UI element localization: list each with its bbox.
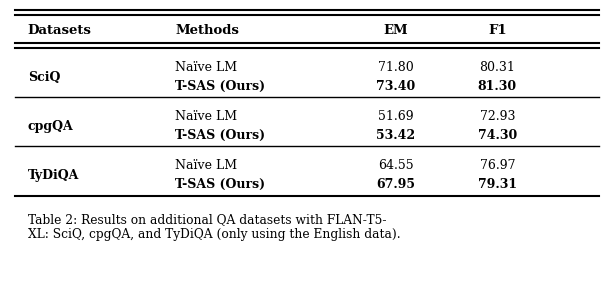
Text: T-SAS (Ours): T-SAS (Ours) (175, 178, 265, 191)
Text: Table 2: Results on additional QA datasets with FLAN-T5-
XL: SciQ, cpgQA, and Ty: Table 2: Results on additional QA datase… (28, 213, 400, 241)
Text: 64.55: 64.55 (378, 159, 414, 172)
Text: T-SAS (Ours): T-SAS (Ours) (175, 80, 265, 93)
Text: 73.40: 73.40 (376, 80, 416, 93)
Text: TyDiQA: TyDiQA (28, 169, 79, 181)
Text: 76.97: 76.97 (480, 159, 515, 172)
Text: 51.69: 51.69 (378, 110, 414, 123)
Text: EM: EM (384, 24, 408, 37)
Text: 74.30: 74.30 (478, 129, 517, 142)
Text: SciQ: SciQ (28, 71, 60, 84)
Text: Naïve LM: Naïve LM (175, 62, 237, 74)
Text: Naïve LM: Naïve LM (175, 159, 237, 172)
Text: cpgQA: cpgQA (28, 120, 74, 132)
Text: Datasets: Datasets (28, 24, 91, 37)
Text: 81.30: 81.30 (478, 80, 517, 93)
Text: 67.95: 67.95 (376, 178, 416, 191)
Text: 79.31: 79.31 (478, 178, 517, 191)
Text: 72.93: 72.93 (480, 110, 515, 123)
Text: Methods: Methods (175, 24, 239, 37)
Text: 71.80: 71.80 (378, 62, 414, 74)
Text: 80.31: 80.31 (480, 62, 515, 74)
Text: F1: F1 (488, 24, 507, 37)
Text: Naïve LM: Naïve LM (175, 110, 237, 123)
Text: T-SAS (Ours): T-SAS (Ours) (175, 129, 265, 142)
Text: 53.42: 53.42 (376, 129, 416, 142)
